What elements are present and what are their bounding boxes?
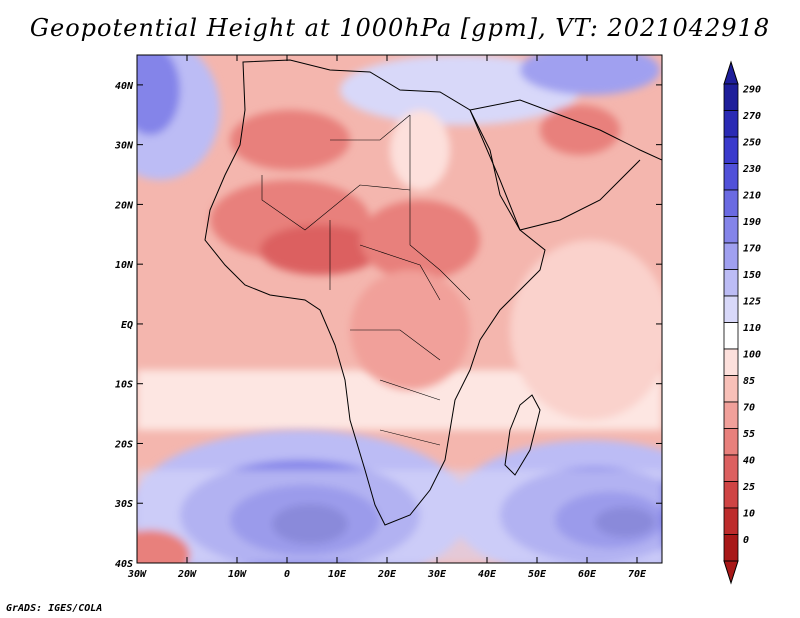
lon-label: 10W bbox=[228, 569, 247, 580]
arabia-coastline bbox=[469, 99, 662, 231]
map-title: Geopotential Height at 1000hPa [gpm], VT… bbox=[29, 14, 771, 42]
colorbar-label: 290 bbox=[742, 85, 761, 96]
colorbar-label: 150 bbox=[743, 270, 761, 281]
colorbar-label: 25 bbox=[742, 482, 755, 493]
map-frame bbox=[136, 54, 663, 564]
colorbar-label: 10 bbox=[743, 509, 755, 520]
colorbar-top-arrow bbox=[723, 60, 739, 85]
lon-label: 30E bbox=[427, 569, 447, 580]
colorbar-swatch bbox=[723, 189, 739, 217]
colorbar-label: 250 bbox=[742, 138, 761, 149]
lon-label: 70E bbox=[628, 569, 647, 580]
lat-label: EQ bbox=[121, 320, 133, 331]
colorbar-swatch bbox=[723, 110, 739, 138]
colorbar-label: 270 bbox=[742, 111, 761, 122]
colorbar-label: 0 bbox=[743, 535, 749, 546]
colorbar-swatch bbox=[723, 348, 739, 376]
colorbar-label: 210 bbox=[742, 191, 761, 202]
colorbar-swatch bbox=[723, 295, 739, 323]
colorbar-swatch bbox=[723, 481, 739, 509]
colorbar-label: 70 bbox=[743, 403, 755, 414]
lon-label: 10E bbox=[328, 569, 347, 580]
colorbar-label: 190 bbox=[743, 217, 761, 228]
colorbar-swatch bbox=[723, 401, 739, 429]
colorbar-swatch bbox=[723, 163, 739, 191]
lon-label: 40E bbox=[478, 569, 497, 580]
madagascar-coastline bbox=[504, 394, 541, 476]
colorbar-bottom-arrow bbox=[723, 560, 739, 585]
grads-credit: GrADS: IGES/COLA bbox=[6, 603, 103, 614]
lon-label: 0 bbox=[284, 569, 290, 580]
colorbar: 2902702502302101901701501251101008570554… bbox=[723, 60, 761, 585]
colorbar-label: 100 bbox=[743, 350, 761, 361]
latitude-labels: 40N 30N 20N 10N EQ 10S 20S 30S 40S bbox=[114, 81, 134, 570]
colorbar-swatch bbox=[723, 507, 739, 535]
longitude-labels: 30W 20W 10W 0 10E 20E 30E 40E 50E 60E 70E bbox=[127, 569, 647, 580]
lat-label: 10N bbox=[115, 260, 134, 271]
colorbar-swatch bbox=[723, 83, 739, 111]
colorbar-swatch bbox=[723, 216, 739, 244]
colorbar-swatch bbox=[723, 242, 739, 270]
colorbar-swatch bbox=[723, 534, 739, 562]
colorbar-swatch bbox=[723, 454, 739, 482]
colorbar-swatch bbox=[723, 375, 739, 403]
country-borders bbox=[261, 114, 471, 446]
lon-label: 50E bbox=[528, 569, 547, 580]
lon-label: 20E bbox=[377, 569, 397, 580]
lat-label: 30N bbox=[114, 141, 134, 152]
lon-label: 30W bbox=[127, 569, 147, 580]
lon-label: 20W bbox=[177, 569, 197, 580]
colorbar-label: 170 bbox=[743, 244, 761, 255]
lon-label: 60E bbox=[578, 569, 597, 580]
lat-label: 10S bbox=[115, 380, 133, 391]
colorbar-label: 110 bbox=[743, 323, 761, 334]
lat-label: 40N bbox=[115, 81, 134, 92]
colorbar-label: 85 bbox=[743, 376, 755, 387]
axis-ticks bbox=[136, 55, 662, 564]
colorbar-label: 55 bbox=[743, 429, 755, 440]
colorbar-label: 40 bbox=[743, 456, 755, 467]
colorbar-swatch bbox=[723, 136, 739, 164]
lat-label: 30S bbox=[114, 499, 133, 510]
colorbar-label: 230 bbox=[742, 164, 761, 175]
lat-label: 20S bbox=[114, 439, 133, 450]
colorbar-swatch bbox=[723, 269, 739, 297]
colorbar-swatch bbox=[723, 322, 739, 350]
contour-fill bbox=[137, 55, 662, 563]
lat-label: 20N bbox=[114, 200, 134, 211]
lat-label: 40S bbox=[115, 559, 133, 570]
colorbar-label: 125 bbox=[743, 297, 761, 308]
colorbar-swatch bbox=[723, 428, 739, 456]
